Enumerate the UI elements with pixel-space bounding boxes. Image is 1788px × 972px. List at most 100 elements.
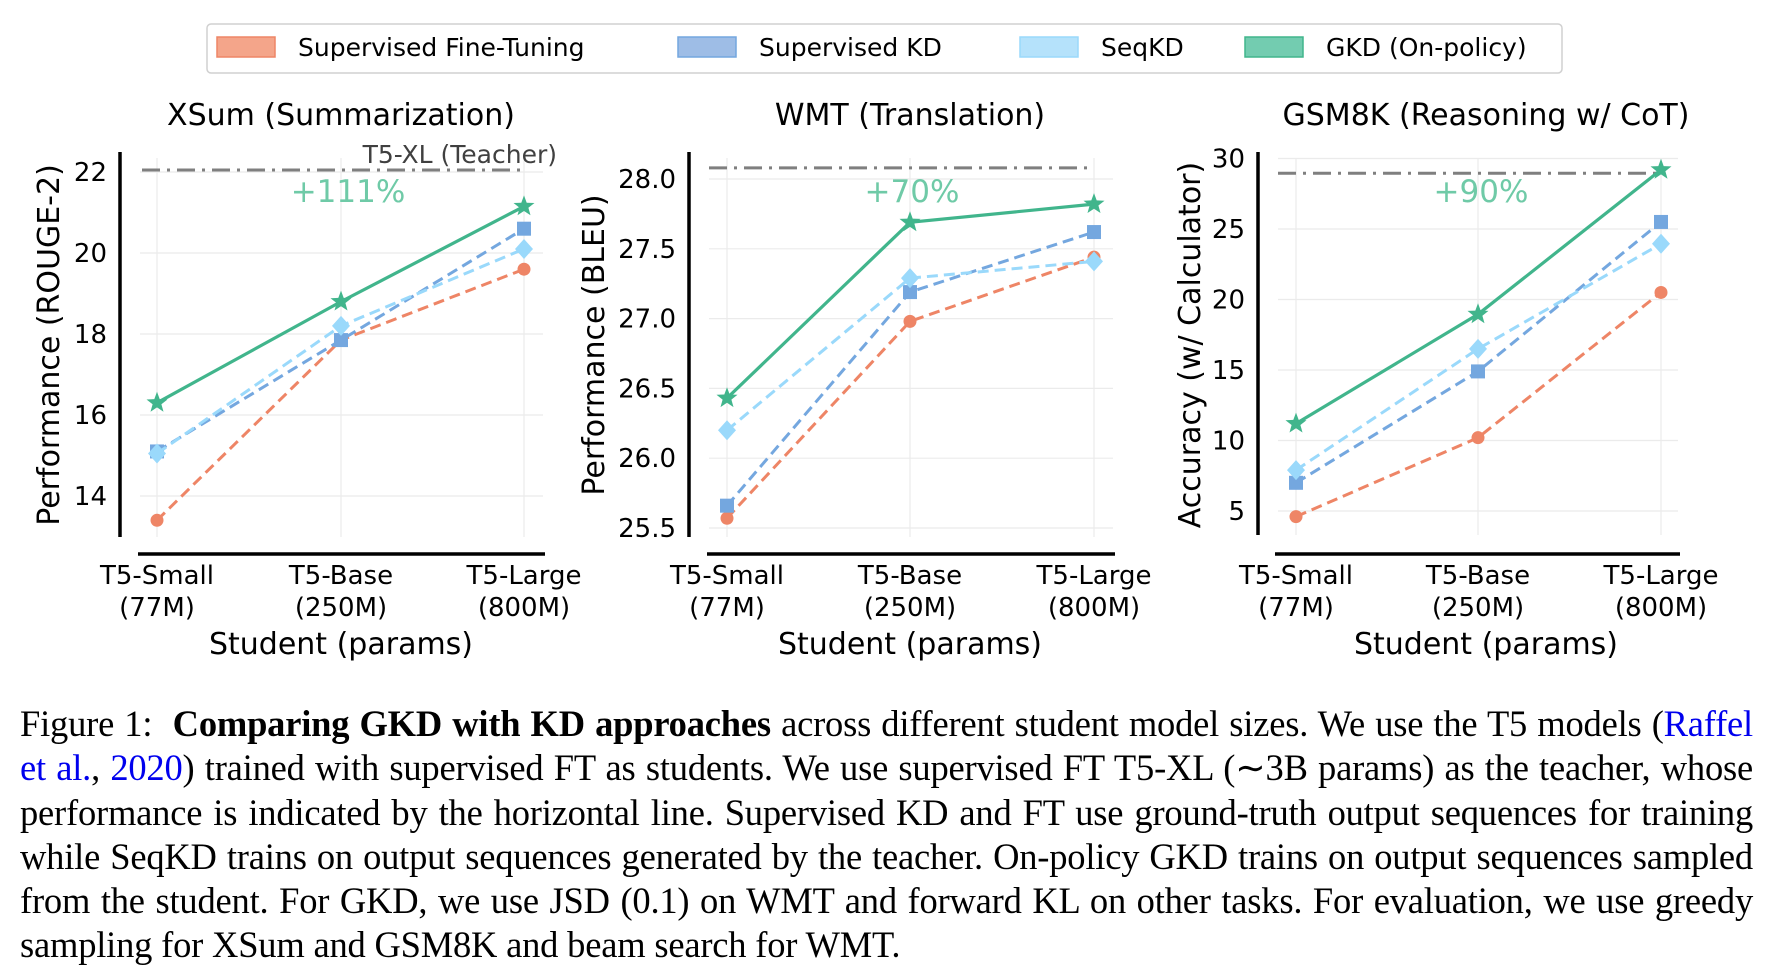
x-tick-sublabel: (77M) <box>1258 593 1334 623</box>
series-supervised-kd <box>1289 214 1668 490</box>
caption-prefix: Figure 1: <box>20 703 153 744</box>
data-point-circle <box>903 314 917 328</box>
teacher-label: T5-XL (Teacher) <box>362 140 557 169</box>
data-point-square <box>720 498 734 513</box>
data-point-circle <box>150 513 164 527</box>
x-tick-sublabel: (800M) <box>478 593 570 623</box>
y-tick-label: 20 <box>1212 286 1245 316</box>
caption-bold: Comparing GKD with KD approaches <box>172 703 771 744</box>
x-axis-label: Student (params) <box>209 627 473 662</box>
series-supervised-fine-tuning <box>720 250 1101 525</box>
y-tick-label: 18 <box>74 320 107 350</box>
series-line <box>1295 242 1662 472</box>
legend-item-sft: Supervised Fine-Tuning <box>216 33 585 62</box>
data-point-square <box>1654 214 1668 229</box>
y-tick-label: 10 <box>1212 427 1245 457</box>
x-tick-label: T5-Large <box>1603 561 1719 591</box>
improvement-annotation: +70% <box>865 174 960 210</box>
citation-year-link[interactable]: 2020 <box>110 747 183 789</box>
legend-label-sft: Supervised Fine-Tuning <box>298 33 585 62</box>
legend-swatch-sft <box>216 36 276 58</box>
data-point-square <box>903 285 917 300</box>
data-point-star <box>146 391 168 412</box>
citation-author-link[interactable]: Raffel et al. <box>20 703 1753 789</box>
y-tick-label: 25.5 <box>618 514 676 544</box>
panel-gsm8k: GSM8K (Reasoning w/ CoT) Accuracy (w/ Ca… <box>1173 98 1718 662</box>
data-point-circle <box>1471 431 1485 445</box>
x-tick-label: T5-Large <box>466 561 582 591</box>
data-point-star <box>513 195 535 216</box>
data-point-square <box>1289 475 1303 490</box>
legend-swatch-gkd <box>1244 36 1304 58</box>
data-point-diamond <box>718 420 736 441</box>
x-tick-sublabel: (77M) <box>119 593 195 623</box>
y-axis-label: Performance (BLEU) <box>577 194 612 495</box>
y-tick-label: 27.5 <box>618 235 676 265</box>
plot-area: 25.5 26.0 26.5 27.0 27.5 28.0 T5-Small(77M) T5-… <box>618 152 1151 623</box>
x-axis-label: Student (params) <box>1354 627 1618 662</box>
x-tick-sublabel: (800M) <box>1048 593 1140 623</box>
data-point-star <box>716 387 738 408</box>
x-tick-label: T5-Small <box>669 561 784 591</box>
x-tick-label: T5-Base <box>288 561 393 591</box>
legend-item-seqkd: SeqKD <box>1019 33 1184 62</box>
caption-text-2: ) trained with supervised FT as students… <box>20 747 1753 966</box>
data-point-diamond <box>1652 233 1670 254</box>
panel-title: XSum (Summarization) <box>167 98 515 133</box>
y-tick-label: 30 <box>1212 145 1245 175</box>
gridlines <box>140 158 543 537</box>
data-point-diamond <box>515 238 533 259</box>
panel-title: WMT (Translation) <box>775 98 1045 133</box>
series-seqkd <box>718 251 1103 441</box>
data-point-circle <box>517 262 531 276</box>
y-tick-label: 27.0 <box>618 305 676 335</box>
caption-text-1: across different student model sizes. We… <box>770 703 1664 744</box>
legend-frame <box>206 23 1563 74</box>
y-axis-label: Performance (ROUGE-2) <box>32 164 67 526</box>
x-tick-label: T5-Base <box>1425 561 1530 591</box>
series-supervised-kd <box>720 225 1101 513</box>
plot-area: 5 10 15 20 25 30 T5-Small(77M) T5-Base(250M) T5-… <box>1212 145 1719 624</box>
data-point-diamond <box>148 443 166 464</box>
y-tick-label: 26.5 <box>618 374 676 404</box>
series-gkd-on-policy <box>146 195 535 412</box>
improvement-annotation: +111% <box>291 174 406 210</box>
data-point-circle <box>1654 285 1668 299</box>
data-point-star <box>330 290 352 311</box>
data-point-diamond <box>1469 338 1487 359</box>
figure-caption: Figure 1: Comparing GKD with KD approach… <box>20 702 1753 968</box>
legend-label-gkd: GKD (On-policy) <box>1326 33 1527 62</box>
y-axis-label: Accuracy (w/ Calculator) <box>1173 162 1208 528</box>
panel-xsum: XSum (Summarization) Performance (ROUGE-… <box>32 98 581 662</box>
series-line <box>156 227 525 453</box>
series-gkd-on-policy <box>716 193 1105 408</box>
data-point-circle <box>720 511 734 525</box>
y-tick-label: 22 <box>74 158 107 188</box>
legend-label-seqkd: SeqKD <box>1101 33 1184 62</box>
x-tick-label: T5-Small <box>99 561 214 591</box>
x-axis-label: Student (params) <box>778 627 1042 662</box>
data-point-star <box>1083 193 1105 213</box>
data-point-diamond <box>332 315 350 336</box>
legend-swatch-seqkd <box>1019 36 1079 58</box>
panel-wmt: WMT (Translation) Performance (BLEU) Stu… <box>577 98 1151 662</box>
legend-item-gkd: GKD (On-policy) <box>1244 33 1527 62</box>
series-gkd-on-policy <box>1285 158 1672 433</box>
data-point-star <box>1650 158 1672 179</box>
x-tick-sublabel: (800M) <box>1615 593 1707 623</box>
data-point-diamond <box>901 268 919 289</box>
data-point-diamond <box>1085 251 1103 272</box>
data-point-square <box>1471 364 1485 379</box>
x-tick-sublabel: (77M) <box>689 593 765 623</box>
series-seqkd <box>148 238 533 464</box>
figure: Supervised Fine-Tuning Supervised KD Seq… <box>32 23 1718 662</box>
legend-swatch-supervised-kd <box>677 36 737 58</box>
data-point-square <box>1087 225 1101 240</box>
x-tick-label: T5-Small <box>1238 561 1353 591</box>
panel-title: GSM8K (Reasoning w/ CoT) <box>1283 98 1690 133</box>
y-tick-label: 16 <box>74 401 107 431</box>
x-tick-sublabel: (250M) <box>295 593 387 623</box>
y-tick-label: 25 <box>1212 215 1245 245</box>
data-point-star <box>1285 412 1307 433</box>
data-point-diamond <box>1287 460 1305 481</box>
